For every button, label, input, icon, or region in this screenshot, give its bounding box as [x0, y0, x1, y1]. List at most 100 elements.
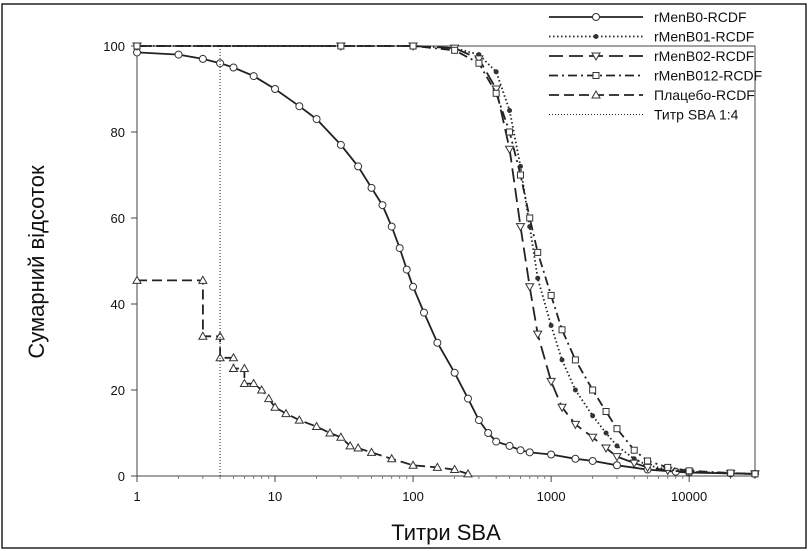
data-point-circle [525, 448, 534, 457]
data-point-triangle-up [215, 352, 225, 362]
data-point-triangle-down [629, 459, 640, 469]
data-point-triangle-up [239, 378, 250, 388]
data-point-triangle-up [239, 363, 250, 372]
data-point-dot [548, 323, 554, 328]
data-point-dot [614, 443, 620, 449]
y-tick-label: 0 [118, 469, 125, 484]
data-point-triangle-down [504, 145, 515, 155]
data-point-square [337, 42, 345, 50]
y-tick-label: 60 [111, 211, 125, 226]
data-point-triangle-down [546, 377, 556, 387]
data-point-triangle-up [432, 462, 443, 471]
data-point-square [602, 408, 610, 415]
legend-entry: Плацебо-RCDF [549, 87, 755, 103]
data-point-triangle-up [270, 402, 280, 411]
data-point-circle [420, 308, 429, 317]
y-tick-label: 80 [111, 125, 125, 140]
data-point-square [589, 386, 597, 394]
data-point-circle [249, 72, 258, 81]
data-point-circle [463, 394, 472, 403]
data-point-triangle-down [612, 453, 622, 462]
data-point-circle [387, 222, 396, 231]
legend-entry: Титр SBA 1:4 [549, 107, 739, 123]
data-point-dot [590, 413, 596, 419]
data-point-circle [295, 102, 304, 111]
legend-entry: rMenB01-RCDF [549, 29, 754, 45]
data-point-triangle-up [197, 275, 208, 284]
plot-area [136, 45, 756, 477]
data-point-circle [433, 338, 442, 347]
data-point-triangle-up [325, 427, 335, 437]
data-point-square [558, 326, 566, 334]
data-point-square [547, 291, 555, 299]
x-axis-label: Титри SBA [391, 520, 501, 545]
plot-frame [136, 45, 756, 477]
data-point-square [526, 214, 534, 222]
data-point-square [630, 446, 638, 454]
data-point-circle [571, 454, 580, 463]
data-point-triangle-down [557, 403, 567, 413]
legend: rMenB0-RCDF rMenB01-RCDF rMenB02-RCDF rMenB… [549, 9, 762, 123]
data-point-square [664, 463, 672, 471]
data-point-circle [612, 461, 621, 470]
legend-label: Плацебо-RCDF [654, 87, 755, 103]
data-point-square [492, 89, 500, 97]
axes: 1 10 100 1000 10000 0 20 40 60 80 100 [103, 39, 756, 504]
data-point-triangle-down [524, 283, 535, 292]
data-point-square [727, 469, 735, 477]
data-point-triangle-up [591, 89, 601, 99]
data-point-triangle-down [515, 223, 526, 232]
series-line [136, 51, 756, 475]
data-point-circle [450, 368, 459, 377]
data-point-circle [474, 416, 483, 425]
data-point-triangle-up [197, 331, 208, 340]
data-point-triangle-up [263, 393, 274, 403]
y-tick-label: 100 [103, 39, 125, 54]
data-point-circle [216, 59, 225, 68]
data-point-square [516, 171, 524, 179]
data-point-square [534, 248, 542, 256]
data-point-circle [229, 63, 238, 72]
x-tick-label: 10000 [671, 489, 707, 504]
data-point-square [475, 59, 483, 67]
series-3 [133, 42, 759, 478]
data-point-dot [593, 34, 599, 39]
y-tick-label: 40 [111, 297, 125, 312]
data-point-triangle-up [408, 460, 418, 469]
data-point-triangle-up [294, 415, 305, 424]
page-border [1, 3, 807, 549]
data-point-circle [367, 183, 376, 192]
data-point-triangle-down [587, 433, 598, 443]
data-point-triangle-up [463, 468, 473, 478]
data-point-triangle-up [281, 408, 291, 418]
data-point-triangle-up [386, 453, 397, 463]
data-point-circle [174, 50, 183, 59]
data-point-circle [588, 456, 597, 465]
data-point-circle [505, 441, 514, 450]
data-point-dot [535, 275, 541, 281]
data-point-square [451, 46, 459, 54]
legend-label: rMenB012-RCDF [654, 68, 762, 84]
series-line [137, 45, 756, 475]
legend-entry: rMenB012-RCDF [549, 68, 762, 84]
data-point-circle [516, 446, 525, 455]
x-tick-label: 10 [268, 489, 282, 504]
data-point-square [685, 467, 693, 475]
data-point-triangle-down [532, 330, 543, 340]
data-point-square [644, 457, 652, 465]
data-point-circle [592, 13, 600, 21]
x-tick-label: 1 [133, 489, 140, 504]
data-point-triangle-up [256, 384, 267, 394]
legend-entry: rMenB02-RCDF [549, 48, 754, 64]
data-point-triangle-down [570, 420, 581, 430]
legend-label: rMenB01-RCDF [654, 29, 754, 45]
data-point-triangle-up [228, 363, 239, 372]
data-point-triangle-up [449, 464, 460, 474]
data-point-triangle-up [366, 447, 377, 456]
data-point-circle [312, 115, 321, 124]
data-point-triangle-up [336, 432, 346, 441]
data-point-triangle-down [591, 52, 601, 62]
data-point-dot [603, 430, 609, 436]
data-point-circle [492, 437, 501, 446]
